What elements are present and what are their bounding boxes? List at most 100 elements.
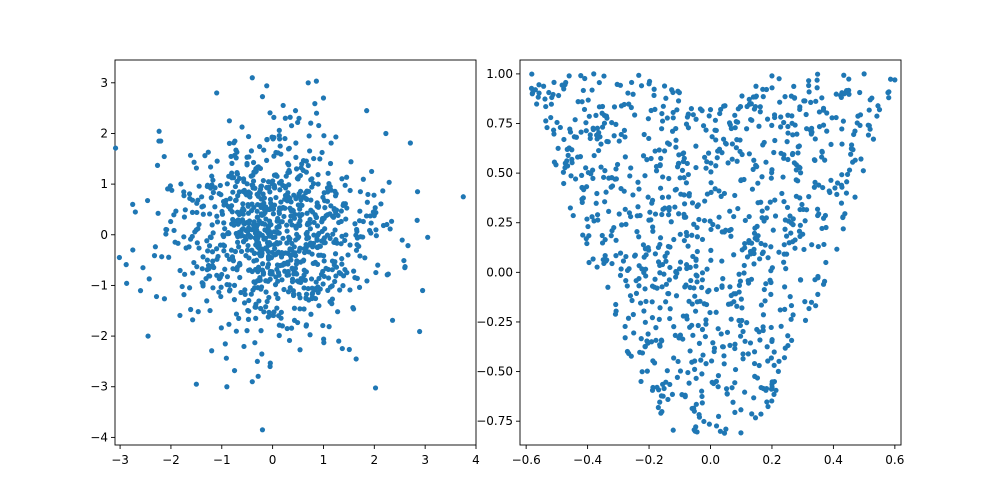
- left-scatter-point: [313, 279, 319, 285]
- left-scatter-point: [354, 242, 360, 248]
- left-scatter-point: [202, 153, 208, 159]
- right-scatter-point: [777, 307, 783, 313]
- left-y-tick-label: −2: [90, 329, 108, 343]
- left-scatter-point: [246, 154, 252, 160]
- right-scatter-point: [672, 332, 678, 338]
- left-scatter-point: [297, 306, 303, 312]
- left-scatter-point: [286, 162, 292, 168]
- right-scatter-point: [756, 329, 762, 335]
- right-scatter-point: [661, 83, 668, 89]
- right-scatter-point: [674, 164, 681, 170]
- left-scatter-point: [196, 183, 202, 189]
- left-scatter-point: [308, 276, 315, 282]
- left-scatter-point: [246, 297, 252, 304]
- left-scatter-point: [151, 253, 158, 259]
- left-scatter-point: [187, 236, 194, 242]
- right-scatter-point: [781, 198, 787, 205]
- right-scatter-point: [601, 73, 607, 79]
- right-scatter-point: [846, 167, 853, 173]
- left-scatter-point: [287, 205, 293, 211]
- left-scatter-point: [222, 341, 228, 347]
- right-scatter-point: [820, 122, 827, 128]
- right-scatter-point: [639, 266, 645, 272]
- right-scatter-point: [628, 213, 634, 220]
- right-scatter-point: [664, 140, 671, 146]
- left-scatter-point: [236, 244, 242, 250]
- right-scatter-point: [583, 120, 589, 126]
- left-scatter-point: [153, 293, 160, 300]
- right-scatter-point: [636, 234, 642, 240]
- left-scatter-point: [326, 180, 332, 187]
- left-scatter-point: [196, 245, 202, 251]
- left-scatter-point: [265, 249, 271, 255]
- left-scatter-point: [327, 160, 334, 167]
- left-scatter-point: [288, 325, 295, 331]
- left-scatter-point: [221, 248, 227, 254]
- left-scatter-point: [270, 211, 276, 217]
- left-scatter-point: [112, 145, 119, 151]
- left-scatter-point: [372, 205, 378, 211]
- left-scatter-point: [209, 348, 215, 354]
- left-scatter-point: [307, 332, 313, 338]
- right-scatter-point: [529, 71, 535, 77]
- left-scatter-point: [304, 196, 310, 202]
- right-scatter-point: [689, 359, 695, 365]
- right-scatter-point: [783, 233, 790, 239]
- left-scatter-point: [364, 278, 370, 284]
- left-scatter-point: [353, 247, 360, 253]
- right-scatter-point: [708, 160, 714, 166]
- right-scatter-point: [768, 355, 774, 361]
- right-scatter-point: [689, 301, 695, 307]
- left-scatter-point: [321, 258, 327, 264]
- right-scatter-point: [729, 385, 735, 391]
- right-scatter-point: [646, 78, 653, 85]
- right-scatter-point: [627, 173, 633, 179]
- right-scatter-point: [787, 213, 793, 219]
- right-scatter-point: [768, 175, 774, 181]
- left-scatter-point: [284, 228, 290, 234]
- left-scatter-point: [339, 261, 345, 267]
- right-scatter-point: [546, 89, 552, 96]
- left-scatter-point: [332, 251, 339, 257]
- right-scatter-point: [833, 91, 839, 97]
- right-scatter-point: [566, 73, 572, 79]
- right-scatter-point: [619, 222, 625, 228]
- right-scatter-point: [660, 103, 666, 109]
- right-x-tick-label: 0.2: [762, 453, 781, 467]
- right-scatter-point: [649, 315, 656, 321]
- right-scatter-point: [815, 291, 821, 297]
- right-scatter-point: [708, 226, 714, 233]
- right-scatter-point: [742, 240, 748, 247]
- left-scatter-point: [375, 262, 381, 268]
- left-scatter-point: [328, 203, 334, 209]
- left-scatter-point: [189, 209, 196, 215]
- left-scatter-point: [253, 168, 259, 174]
- right-scatter-point: [594, 136, 600, 142]
- right-scatter-point: [781, 259, 787, 265]
- right-scatter-point: [601, 120, 608, 126]
- right-scatter-point: [844, 179, 850, 185]
- left-scatter-point: [301, 246, 307, 252]
- left-scatter-point: [305, 188, 312, 195]
- right-scatter-point: [693, 263, 699, 269]
- right-scatter-point: [529, 90, 536, 96]
- right-scatter-point: [703, 165, 709, 171]
- left-scatter-point: [304, 210, 310, 216]
- left-scatter-point: [212, 185, 218, 191]
- right-scatter-point: [686, 193, 692, 199]
- right-scatter-point: [696, 216, 702, 223]
- right-scatter-point: [842, 211, 848, 217]
- right-scatter-point: [659, 211, 665, 218]
- left-scatter-point: [262, 227, 268, 233]
- left-scatter-point: [275, 150, 281, 156]
- right-scatter-point: [667, 244, 673, 250]
- right-scatter-point: [758, 302, 765, 308]
- right-x-tick-label: 0.6: [885, 453, 904, 467]
- right-scatter-point: [636, 186, 642, 192]
- right-scatter-point: [828, 177, 834, 183]
- right-scatter-point: [745, 280, 752, 286]
- right-scatter-point: [601, 174, 607, 180]
- left-scatter-point: [232, 248, 238, 255]
- right-scatter-point: [665, 212, 672, 218]
- right-scatter-point: [886, 95, 892, 101]
